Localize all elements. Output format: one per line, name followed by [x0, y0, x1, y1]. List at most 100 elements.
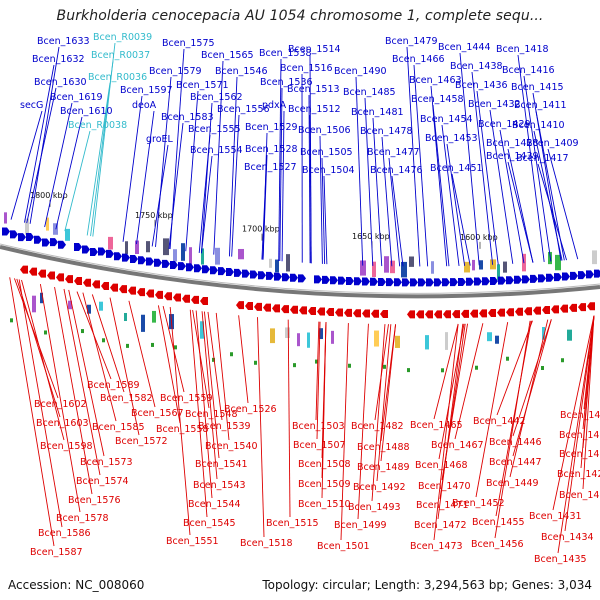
gene-label-top: Bcen_1555 [188, 124, 241, 135]
gene-label-top: pdxA [262, 100, 287, 111]
gene-label-bottom: Bcen_1492 [353, 482, 406, 493]
gene-label-bottom: Bcen_1587 [30, 547, 83, 558]
reverse-gene-arrow [92, 280, 100, 289]
gene-label-bottom: Bcen_1468 [415, 460, 468, 471]
gene-label-bottom: Bcen_1508 [298, 459, 351, 470]
gene-label-bottom: Bcen_1586 [38, 528, 91, 539]
feature-box [108, 236, 113, 250]
feature-box [575, 253, 579, 266]
gene-label-top: Bcen_1554 [190, 145, 243, 156]
feature-box [215, 247, 220, 265]
forward-gene-arrow [546, 273, 554, 282]
gene-label-top: Bcen_1436 [455, 80, 508, 91]
label-connector [489, 109, 514, 264]
gene-label-top: Bcen_1528 [245, 144, 298, 155]
gene-label-top: Bcen_1410 [512, 120, 565, 131]
gene-label-top: Bcen_1485 [343, 87, 396, 98]
forward-gene-arrow [354, 277, 362, 286]
feature-box [401, 261, 407, 278]
feature-box [124, 312, 127, 322]
gene-label-top: Bcen_1579 [149, 66, 202, 77]
forward-gene-arrow [394, 278, 402, 287]
reverse-gene-arrow [353, 309, 361, 318]
reverse-gene-arrow [533, 306, 541, 315]
forward-gene-arrow [330, 276, 338, 285]
gene-label-top: Bcen_R0037 [91, 50, 150, 61]
feature-box [383, 364, 386, 369]
reverse-gene-arrow [263, 303, 271, 312]
gene-label-top: Bcen_1415 [511, 82, 564, 93]
forward-gene-arrow [506, 276, 514, 285]
reverse-gene-arrow [110, 283, 118, 292]
forward-gene-arrow [218, 267, 226, 276]
forward-gene-arrow [594, 269, 600, 278]
forward-gene-arrow [98, 247, 106, 256]
gene-label-top: Bcen_1516 [280, 63, 333, 74]
forward-gene-arrow [370, 277, 378, 286]
label-connector [523, 75, 552, 262]
reverse-gene-arrow [29, 267, 37, 276]
gene-label-bottom: Bcen_1539 [198, 421, 251, 432]
gene-label-top: Bcen_1505 [300, 147, 353, 158]
feature-box [254, 360, 257, 365]
gene-arrows [2, 227, 600, 319]
feature-box [31, 221, 36, 233]
gene-label-bottom: Bcen_1427 [559, 490, 600, 501]
label-connector [91, 294, 125, 393]
reverse-gene-arrow [83, 278, 91, 287]
label-connector [29, 46, 60, 224]
label-connector [228, 76, 238, 257]
label-connector [278, 58, 282, 261]
gene-label-top: Bcen_1490 [334, 66, 387, 77]
forward-gene-arrow [538, 274, 546, 283]
feature-box [151, 342, 154, 347]
scale-label: 1800 kbp [30, 191, 68, 200]
label-connector [499, 129, 525, 264]
forward-gene-arrow [122, 253, 130, 262]
feature-box [125, 241, 128, 254]
forward-gene-arrow [498, 276, 506, 285]
gene-label-bottom: Bcen_1446 [489, 437, 542, 448]
gene-label-top: Bcen_1458 [411, 94, 464, 105]
feature-box [497, 264, 500, 280]
forward-gene-arrow [90, 248, 98, 257]
feature-box [32, 295, 36, 313]
label-connector [82, 292, 117, 422]
feature-box [65, 228, 70, 241]
gene-label-bottom: Bcen_1544 [188, 499, 241, 510]
feature-box [10, 318, 13, 323]
gene-label-bottom: Bcen_1526 [224, 404, 277, 415]
label-connector [198, 134, 211, 253]
label-connector [355, 76, 364, 266]
gene-label-bottom: Bcen_1541 [195, 459, 248, 470]
forward-gene-arrow [34, 235, 42, 244]
feature-box [135, 240, 139, 254]
label-connector [257, 317, 265, 538]
forward-gene-arrow [314, 275, 322, 284]
gene-label-top: Bcen_1597 [120, 85, 173, 96]
gene-label-top: Bcen_1466 [392, 54, 445, 65]
label-connector [168, 122, 184, 249]
gene-label-top: Bcen_1619 [50, 92, 103, 103]
feature-box [40, 292, 43, 304]
label-connector [155, 76, 172, 247]
label-connector [507, 161, 534, 263]
forward-gene-arrow [578, 271, 586, 280]
feature-box [441, 368, 444, 373]
gene-label-bottom: Bcen_1573 [80, 457, 133, 468]
forward-gene-arrow [530, 274, 538, 283]
gene-label-bottom: Bcen_1567 [131, 408, 184, 419]
forward-gene-arrow [434, 278, 442, 287]
label-connector [371, 324, 386, 502]
forward-gene-arrow [42, 238, 50, 247]
forward-gene-arrow [186, 263, 194, 272]
gene-label-top: Bcen_1478 [360, 126, 413, 137]
gene-label-bottom: Bcen_1455 [472, 517, 525, 528]
forward-gene-arrow [10, 230, 18, 239]
label-connector [533, 130, 563, 261]
reverse-gene-arrow [560, 304, 568, 313]
reverse-gene-arrow [245, 301, 253, 310]
forward-gene-arrow [202, 265, 210, 274]
feature-box [431, 261, 434, 274]
gene-label-top: Bcen_1504 [302, 165, 355, 176]
